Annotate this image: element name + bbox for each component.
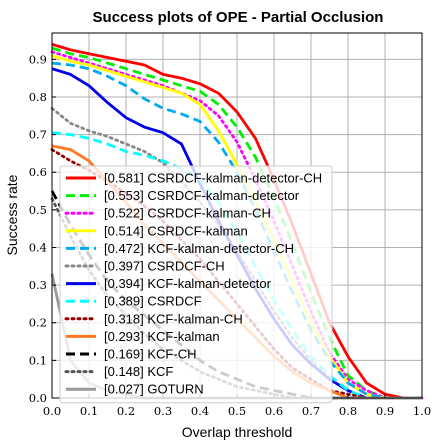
x-tick-label: 0.9 [376, 404, 394, 418]
x-tick-label: 0.8 [339, 404, 357, 418]
x-tick-label: 0.5 [228, 404, 246, 418]
y-tick-label: 0.1 [29, 353, 47, 367]
series-line-7 [51, 131, 422, 400]
legend-label: [0.318] KCF-kalman-CH [104, 311, 243, 326]
legend-label: [0.472] KCF-kalman-detector-CH [104, 241, 294, 256]
y-tick-label: 0.6 [29, 165, 47, 179]
y-tick-label: 0.9 [29, 52, 47, 66]
x-tick-label: 0.3 [154, 404, 172, 418]
legend-label: [0.148] KCF [104, 364, 173, 379]
legend-label: [0.027] GOTURN [104, 382, 204, 397]
x-axis-label: Overlap threshold [182, 424, 293, 440]
chart-title: Success plots of OPE - Partial Occlusion [93, 9, 384, 26]
legend: [0.581] CSRDCF-kalman-detector-CH [0.553]… [59, 165, 333, 404]
x-tick-label: 0.1 [80, 404, 98, 418]
legend-label: [0.389] CSRDCF [104, 294, 202, 309]
y-axis-label: Success rate [4, 174, 20, 255]
legend-label: [0.514] CSRDCF-kalman [104, 223, 248, 238]
legend-label: [0.169] KCF-CH [104, 347, 196, 362]
x-tick-label: 0.0 [43, 404, 61, 418]
x-tick-label: 1.0 [413, 404, 431, 418]
y-tick-label: 0.8 [29, 90, 47, 104]
y-tick-label: 0.4 [29, 240, 47, 254]
y-tick-label: 0.2 [29, 316, 47, 330]
y-tick-label: 0.5 [29, 203, 47, 217]
legend-label: [0.553] CSRDCF-kalman-detector [104, 188, 300, 203]
legend-label: [0.293] KCF-kalman [104, 329, 220, 344]
series-line-0 [51, 42, 422, 400]
x-tick-label: 0.7 [302, 404, 320, 418]
legend-label: [0.394] KCF-kalman-detector [104, 276, 272, 291]
y-tick-label: 0.0 [29, 391, 47, 405]
x-axis-ticks: 0.0 0.1 0.2 0.3 0.4 0.5 0.6 0.7 0.8 0.9 1.0 [43, 394, 431, 418]
series-line-2 [50, 50, 424, 400]
x-tick-label: 0.2 [117, 404, 135, 418]
legend-label: [0.581] CSRDCF-kalman-detector-CH [104, 171, 322, 186]
y-axis-ticks: 0.0 0.1 0.2 0.3 0.4 0.5 0.6 0.7 0.8 0.9 [29, 52, 56, 405]
legend-box [59, 165, 333, 404]
y-tick-label: 0.3 [29, 278, 47, 292]
x-tick-label: 0.6 [265, 404, 283, 418]
legend-label: [0.522] CSRDCF-kalman-CH [104, 206, 271, 221]
y-tick-label: 0.7 [29, 128, 47, 142]
legend-label: [0.397] CSRDCF-CH [104, 259, 225, 274]
x-tick-label: 0.4 [191, 404, 209, 418]
